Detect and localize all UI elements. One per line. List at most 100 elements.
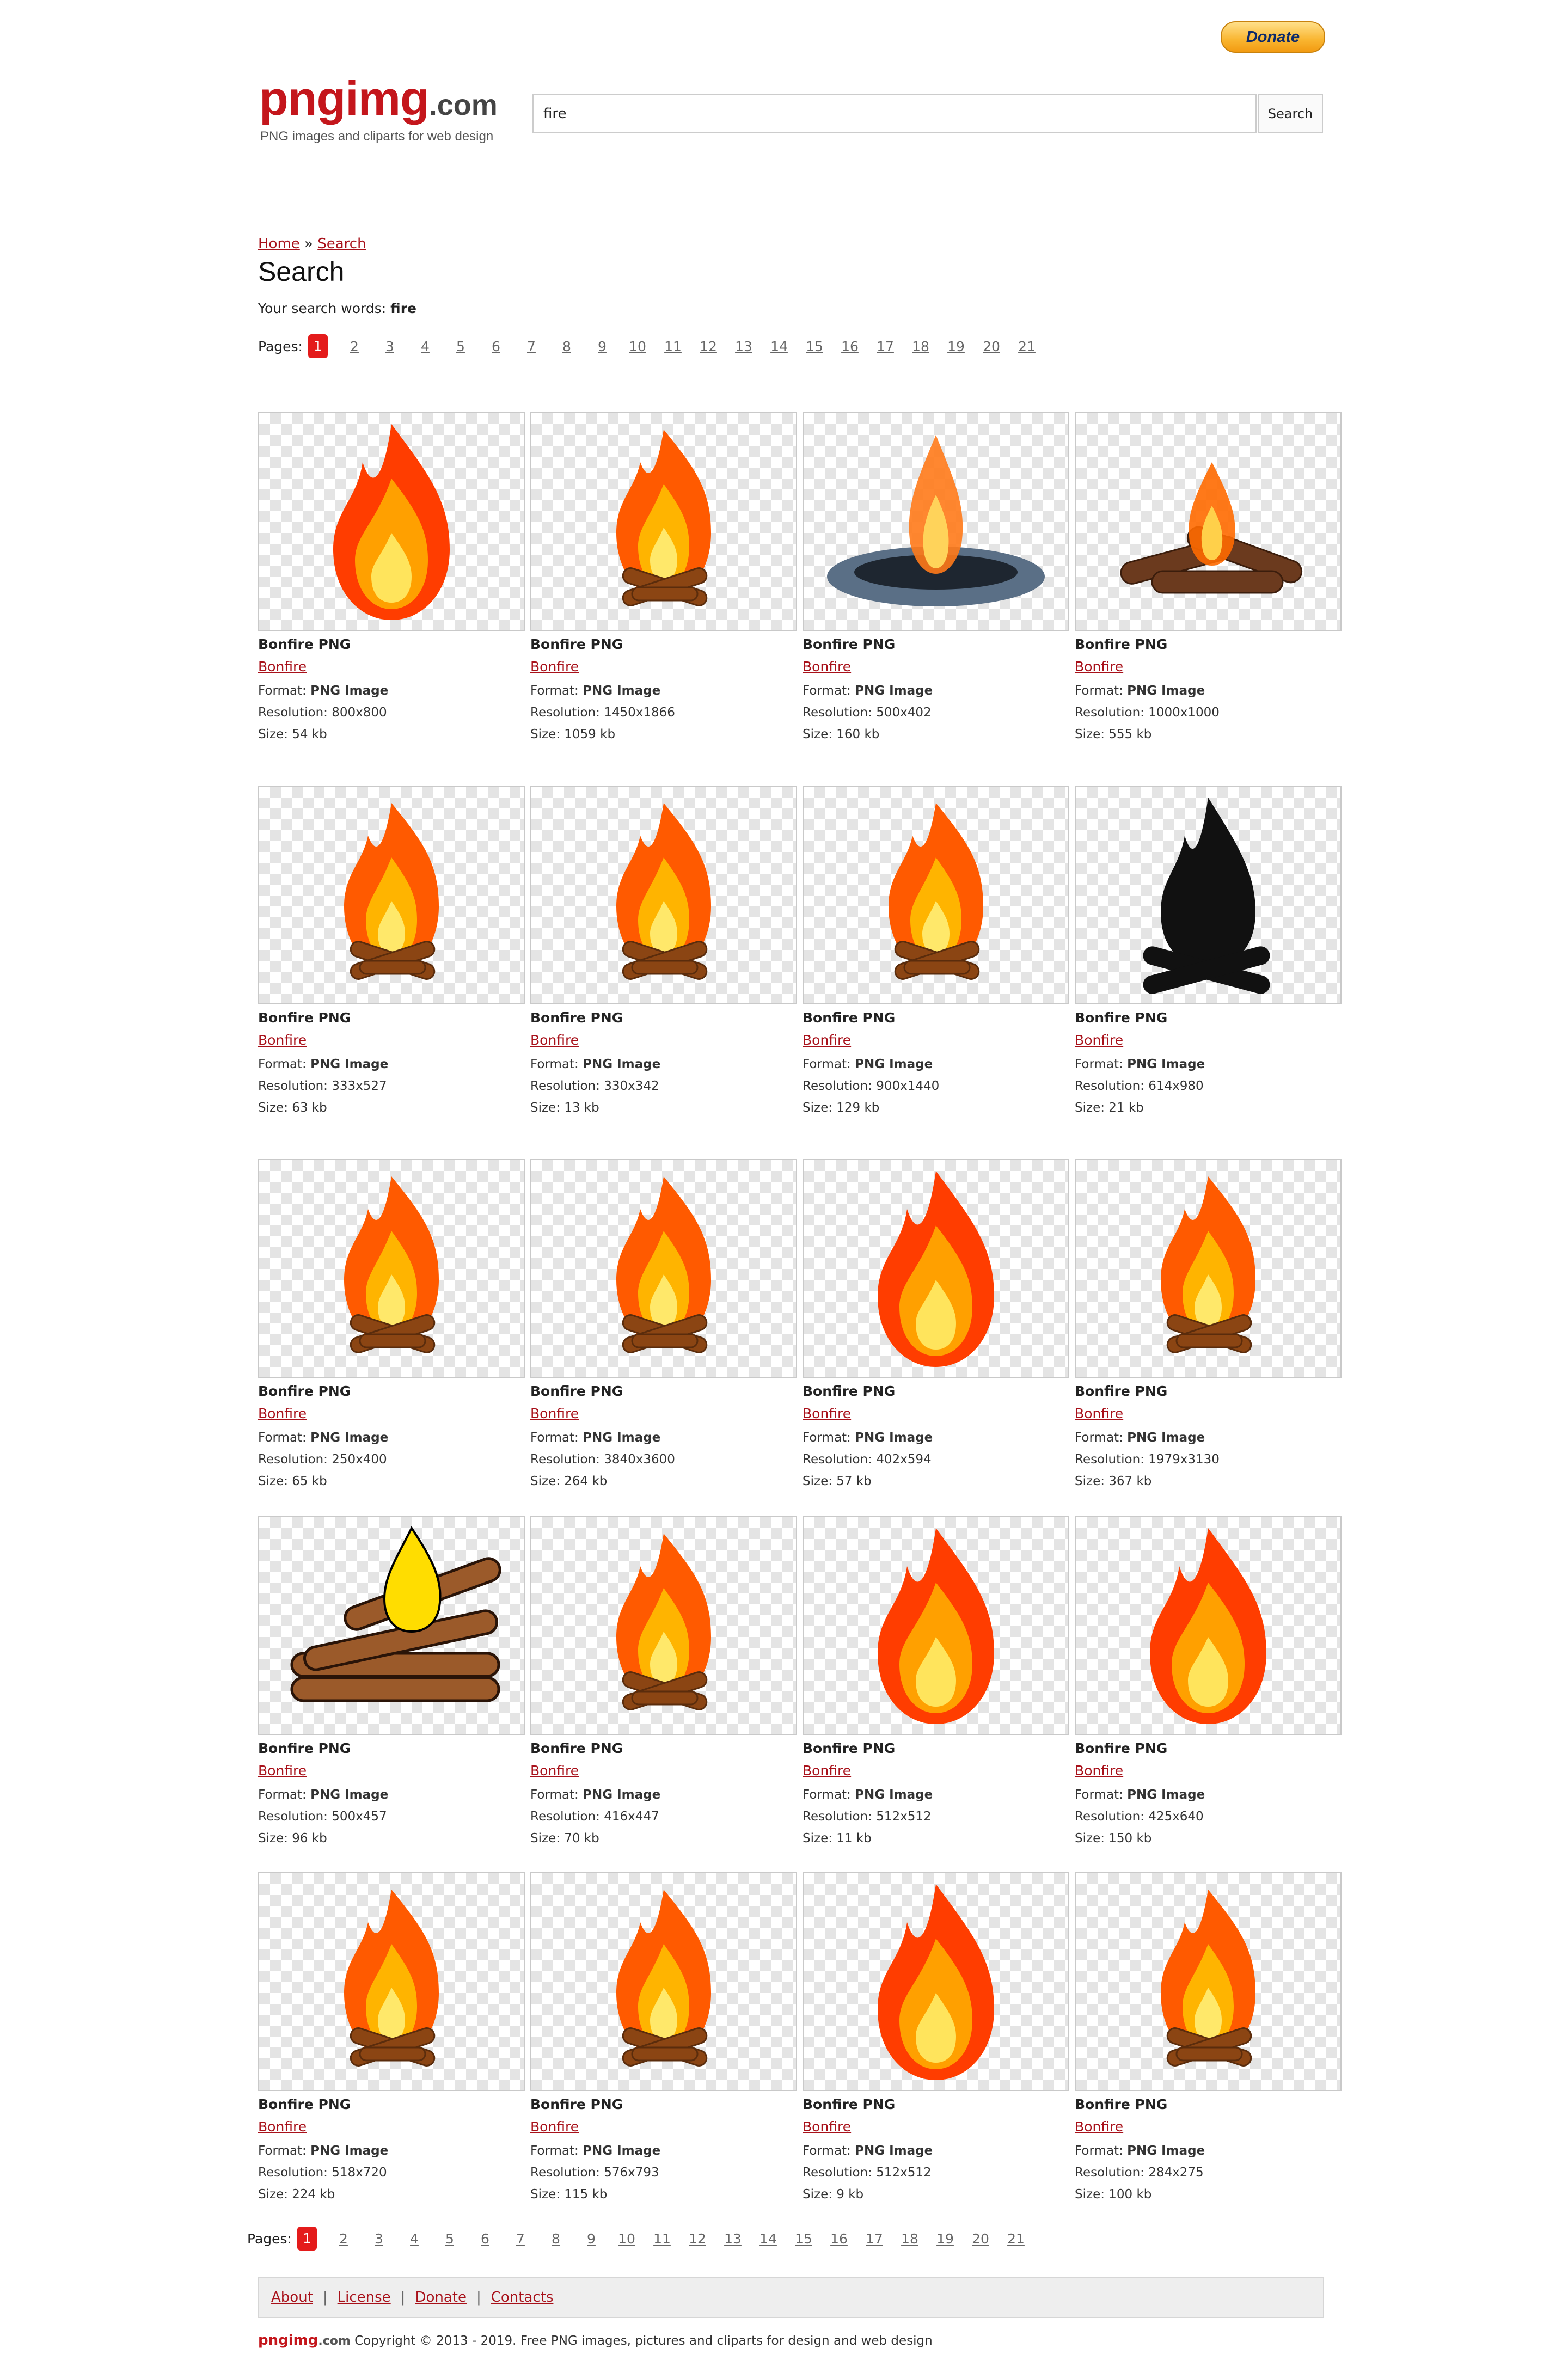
result-thumbnail[interactable] (258, 1516, 525, 1735)
site-logo[interactable]: pngimg.com (259, 71, 498, 126)
result-category-link[interactable]: Bonfire (530, 1406, 579, 1421)
page-link[interactable]: 3 (385, 338, 394, 354)
result-thumbnail[interactable] (530, 412, 797, 631)
resolution-value: 500x457 (332, 1810, 387, 1824)
result-title: Bonfire PNG (803, 1383, 896, 1399)
page-link[interactable]: 13 (724, 2230, 742, 2247)
result-category-link[interactable]: Bonfire (803, 1032, 852, 1048)
page-link[interactable]: 17 (877, 338, 894, 354)
page-link[interactable]: 7 (516, 2230, 525, 2247)
page-link[interactable]: 11 (653, 2230, 671, 2247)
page-link[interactable]: 10 (629, 338, 646, 354)
search-button[interactable]: Search (1258, 94, 1323, 133)
page-link[interactable]: 18 (912, 338, 929, 354)
page-current[interactable]: 1 (308, 334, 328, 358)
page-link[interactable]: 15 (806, 338, 823, 354)
page-link[interactable]: 4 (410, 2230, 419, 2247)
result-category-link[interactable]: Bonfire (1075, 1763, 1124, 1779)
result-category-link[interactable]: Bonfire (803, 2119, 852, 2135)
footer-about-link[interactable]: About (271, 2289, 313, 2306)
page-link[interactable]: 14 (770, 338, 788, 354)
result-thumbnail[interactable] (1075, 1872, 1342, 2091)
page-link[interactable]: 4 (421, 338, 430, 354)
page-link[interactable]: 6 (492, 338, 500, 354)
result-category-link[interactable]: Bonfire (258, 1032, 307, 1048)
page-link[interactable]: 7 (527, 338, 536, 354)
donate-button[interactable]: Donate (1221, 21, 1325, 53)
result-thumbnail[interactable] (803, 1159, 1069, 1378)
page-link[interactable]: 13 (735, 338, 752, 354)
page-link[interactable]: 21 (1018, 338, 1036, 354)
result-thumbnail[interactable] (258, 1159, 525, 1378)
page-link[interactable]: 17 (866, 2230, 883, 2247)
breadcrumb-home-link[interactable]: Home (258, 236, 300, 252)
page-link[interactable]: 19 (936, 2230, 954, 2247)
result-category-link[interactable]: Bonfire (803, 1406, 852, 1421)
page-current[interactable]: 1 (297, 2227, 317, 2251)
page-link[interactable]: 11 (664, 338, 682, 354)
page-link[interactable]: 8 (552, 2230, 560, 2247)
result-category-link[interactable]: Bonfire (530, 1763, 579, 1779)
page-link[interactable]: 9 (587, 2230, 596, 2247)
result-category-link[interactable]: Bonfire (258, 1406, 307, 1421)
result-category-link[interactable]: Bonfire (803, 659, 852, 675)
page-link[interactable]: 20 (983, 338, 1000, 354)
page-link[interactable]: 9 (598, 338, 607, 354)
breadcrumb-search-link[interactable]: Search (317, 236, 366, 252)
result-thumbnail[interactable] (803, 412, 1069, 631)
result-thumbnail[interactable] (258, 412, 525, 631)
result-category-link[interactable]: Bonfire (1075, 1406, 1124, 1421)
page-link[interactable]: 12 (700, 338, 717, 354)
result-thumbnail[interactable] (803, 1516, 1069, 1735)
resolution-label: Resolution: (803, 706, 872, 720)
footer-license-link[interactable]: License (337, 2289, 391, 2306)
result-category-link[interactable]: Bonfire (1075, 1032, 1124, 1048)
page-link[interactable]: 10 (618, 2230, 635, 2247)
page-link[interactable]: 21 (1007, 2230, 1025, 2247)
page-link[interactable]: 15 (795, 2230, 812, 2247)
result-thumbnail[interactable] (530, 786, 797, 1004)
page-link[interactable]: 16 (841, 338, 859, 354)
result-category-link[interactable]: Bonfire (258, 659, 307, 675)
page-link[interactable]: 20 (972, 2230, 989, 2247)
page-link[interactable]: 16 (830, 2230, 848, 2247)
result-thumbnail[interactable] (1075, 1159, 1342, 1378)
result-thumbnail[interactable] (258, 786, 525, 1004)
result-category-link[interactable]: Bonfire (258, 1763, 307, 1779)
page-link[interactable]: 14 (759, 2230, 777, 2247)
resolution-value: 518x720 (332, 2166, 387, 2180)
result-category-link[interactable]: Bonfire (1075, 2119, 1124, 2135)
size-value: 9 kb (836, 2187, 864, 2202)
page-link[interactable]: 8 (562, 338, 571, 354)
result-thumbnail[interactable] (1075, 1516, 1342, 1735)
page-link[interactable]: 18 (901, 2230, 918, 2247)
result-category-link[interactable]: Bonfire (258, 2119, 307, 2135)
result-thumbnail[interactable] (258, 1872, 525, 2091)
result-thumbnail[interactable] (1075, 412, 1342, 631)
page-link[interactable]: 12 (689, 2230, 706, 2247)
result-category-link[interactable]: Bonfire (530, 1032, 579, 1048)
result-thumbnail[interactable] (803, 786, 1069, 1004)
page-link[interactable]: 5 (445, 2230, 454, 2247)
footer-contacts-link[interactable]: Contacts (491, 2289, 554, 2306)
result-category-link[interactable]: Bonfire (530, 2119, 579, 2135)
page-link[interactable]: 3 (375, 2230, 383, 2247)
resolution-value: 250x400 (332, 1452, 387, 1467)
result-thumbnail[interactable] (530, 1159, 797, 1378)
result-format: Format: PNG Image (1075, 680, 1342, 702)
result-thumbnail[interactable] (1075, 786, 1342, 1004)
footer-donate-link[interactable]: Donate (415, 2289, 467, 2306)
result-category-link[interactable]: Bonfire (1075, 659, 1124, 675)
page-link[interactable]: 2 (350, 338, 359, 354)
page-link[interactable]: 19 (947, 338, 965, 354)
result-thumbnail[interactable] (803, 1872, 1069, 2091)
resolution-value: 1450x1866 (604, 706, 675, 720)
result-category-link[interactable]: Bonfire (530, 659, 579, 675)
result-thumbnail[interactable] (530, 1872, 797, 2091)
page-link[interactable]: 5 (456, 338, 465, 354)
search-input[interactable] (532, 94, 1257, 133)
page-link[interactable]: 6 (481, 2230, 489, 2247)
result-category-link[interactable]: Bonfire (803, 1763, 852, 1779)
result-thumbnail[interactable] (530, 1516, 797, 1735)
page-link[interactable]: 2 (339, 2230, 348, 2247)
